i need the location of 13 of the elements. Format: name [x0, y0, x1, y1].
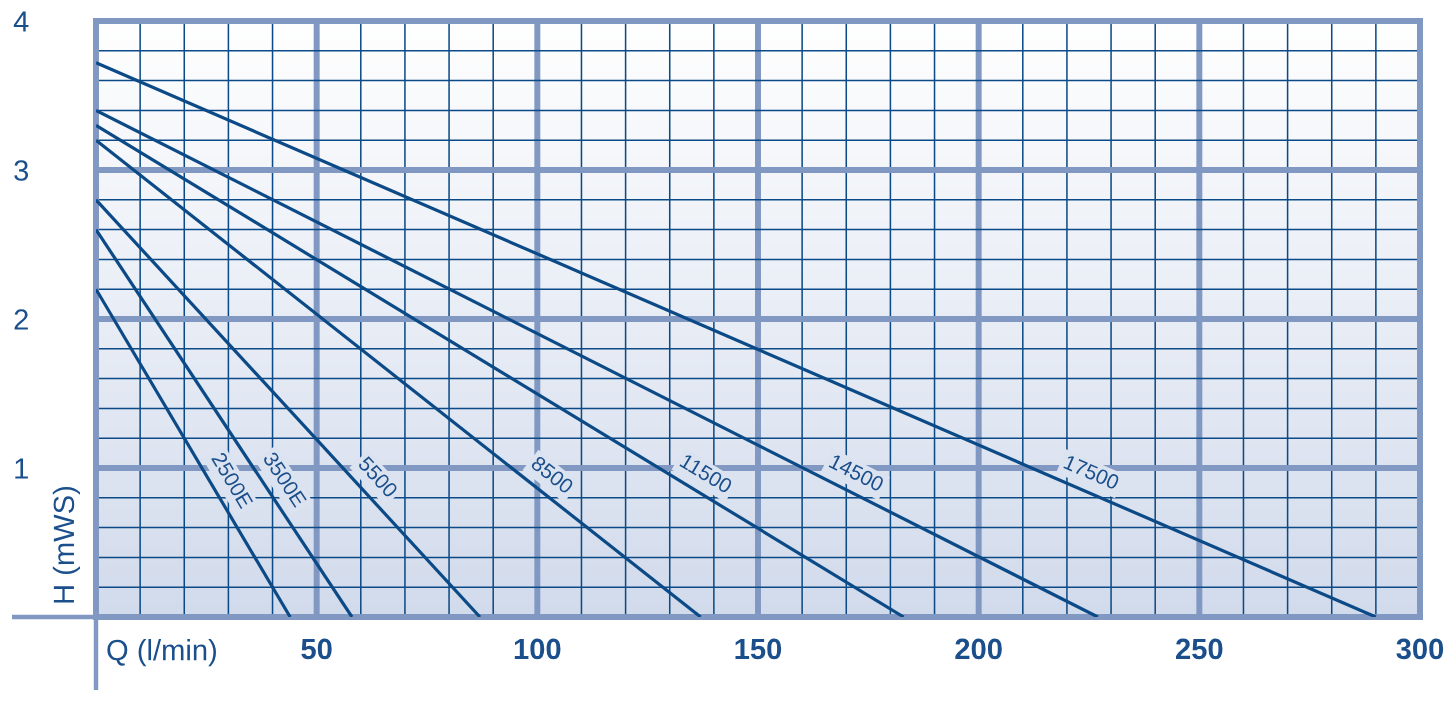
y-axis-title: H (mWS): [52, 486, 80, 603]
y-tick-label: 4: [13, 11, 29, 32]
x-tick-label: 200: [955, 638, 1002, 660]
y-tick-label: 3: [14, 160, 29, 181]
x-tick-label: 300: [1396, 638, 1444, 660]
x-tick-label: 50: [301, 638, 332, 660]
y-tick-label: 1: [15, 458, 28, 479]
x-tick-label: 100: [514, 638, 561, 660]
x-axis-title: Q (l/min): [107, 639, 216, 667]
x-tick-label: 150: [735, 638, 782, 660]
text: 17500: [1063, 454, 1121, 491]
x-tick-label: 250: [1176, 638, 1223, 660]
y-tick-label: 2: [14, 309, 28, 330]
